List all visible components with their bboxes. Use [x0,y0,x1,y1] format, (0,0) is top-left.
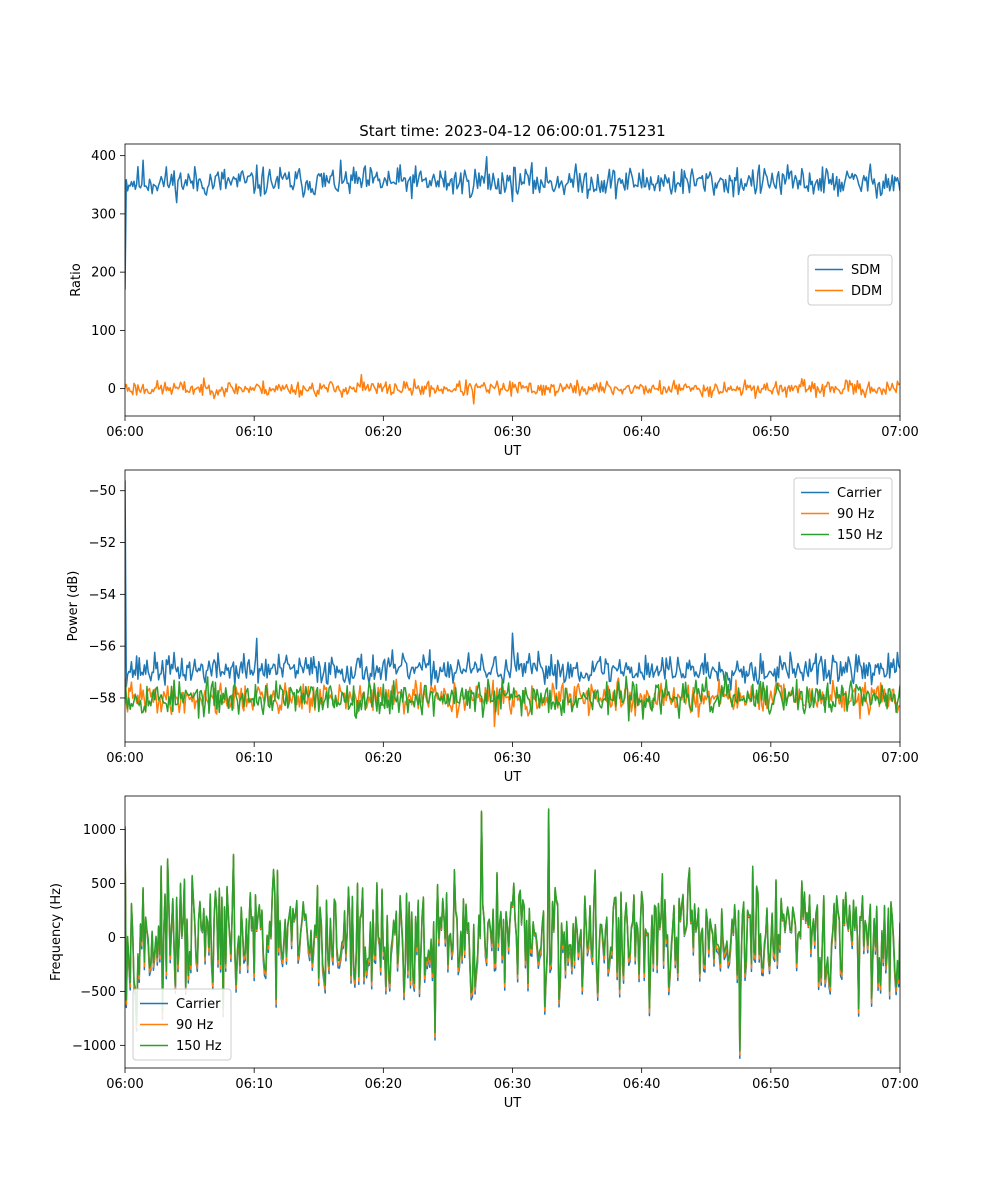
y-tick-label: 500 [91,877,116,892]
legend-label: Carrier [837,486,882,501]
y-tick-label: −500 [80,985,116,1000]
y-axis-label: Frequency (Hz) [49,883,64,981]
x-tick-label: 06:20 [365,751,402,766]
x-axis-label: UT [504,770,522,785]
x-tick-label: 07:00 [881,751,918,766]
legend-label: DDM [851,284,882,299]
x-tick-label: 06:50 [752,751,789,766]
plot-lines [125,156,900,405]
series-line-150-hz [125,671,900,722]
legend-label: 150 Hz [176,1039,222,1054]
y-tick-label: −54 [89,588,116,603]
x-tick-label: 06:00 [106,1077,143,1092]
plot-lines [125,808,900,1060]
x-tick-label: 06:20 [365,425,402,440]
y-axis-label: Ratio [69,263,84,296]
legend-box [793,477,893,550]
y-tick-label: −1000 [72,1039,116,1054]
legend-label: Carrier [176,997,221,1012]
figure-title: Start time: 2023-04-12 06:00:01.751231 [359,122,665,140]
y-tick-label: 0 [108,931,116,946]
x-tick-label: 06:10 [235,1077,272,1092]
x-tick-label: 07:00 [881,1077,918,1092]
y-tick-label: −50 [89,484,116,499]
series-line-sdm [125,156,900,290]
y-tick-label: −52 [89,536,116,551]
x-axis-label: UT [504,444,522,459]
legend-label: SDM [851,263,880,278]
x-tick-label: 06:00 [106,425,143,440]
y-tick-label: 300 [91,207,116,222]
x-tick-label: 06:50 [752,1077,789,1092]
legend-box [132,988,232,1061]
legend-label: 90 Hz [176,1018,213,1033]
x-axis-label: UT [504,1096,522,1111]
y-tick-label: 400 [91,149,116,164]
ratio-panel: 06:00 06:10 06:20 06:30 06:40 06:50 07:00 0 100 2… [69,143,919,459]
y-axis-label: Power (dB) [66,571,81,642]
x-tick-label: 06:30 [494,425,531,440]
y-tick-label: −56 [89,640,116,655]
legend: Carrier 90 Hz 150 Hz [793,477,893,550]
x-tick-label: 06:10 [235,425,272,440]
x-tick-label: 06:50 [752,425,789,440]
x-tick-label: 06:10 [235,751,272,766]
legend-label: 90 Hz [837,507,874,522]
x-tick-label: 06:30 [494,1077,531,1092]
x-tick-label: 06:40 [623,425,660,440]
y-tick-label: 1000 [83,823,116,838]
y-tick-label: 100 [91,324,116,339]
series-line-150-hz [125,808,900,1052]
legend: Carrier 90 Hz 150 Hz [132,988,232,1061]
x-tick-label: 07:00 [881,425,918,440]
y-tick-label: −58 [89,691,116,706]
y-tick-label: 0 [108,382,116,397]
legend-label: 150 Hz [837,528,883,543]
series-line-ddm [125,373,900,405]
x-tick-label: 06:40 [623,1077,660,1092]
plot-lines [125,480,900,728]
frequency-panel: 06:00 06:10 06:20 06:30 06:40 06:50 07:00 −1000… [49,795,919,1111]
power-panel: 06:00 06:10 06:20 06:30 06:40 06:50 07:00 −58 −5… [66,469,919,785]
legend: SDM DDM [807,254,893,306]
x-tick-label: 06:30 [494,751,531,766]
y-tick-label: 200 [91,266,116,281]
series-line-carrier [125,480,900,691]
x-tick-label: 06:40 [623,751,660,766]
legend-box [807,254,893,306]
x-tick-label: 06:00 [106,751,143,766]
x-tick-label: 06:20 [365,1077,402,1092]
